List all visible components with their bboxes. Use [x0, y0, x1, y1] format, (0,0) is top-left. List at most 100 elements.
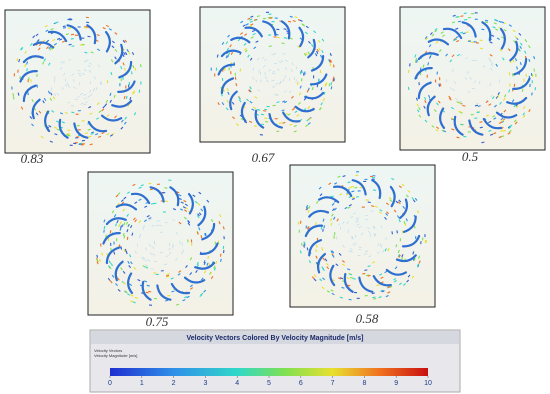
vector	[385, 212, 389, 216]
vector	[95, 133, 99, 136]
vector	[514, 35, 518, 39]
vector	[326, 266, 330, 270]
vector	[465, 76, 467, 81]
vector	[502, 129, 506, 133]
vector	[35, 112, 39, 116]
vector	[120, 119, 124, 123]
vector	[130, 300, 134, 303]
vector	[249, 100, 253, 104]
vector	[440, 31, 444, 34]
vector	[185, 264, 188, 269]
vector	[491, 34, 495, 37]
blade	[309, 73, 328, 86]
vector	[123, 51, 126, 56]
vector	[197, 213, 200, 217]
vector	[331, 292, 335, 296]
vector	[125, 250, 128, 255]
vector	[500, 21, 505, 24]
vector	[196, 215, 200, 219]
vector	[252, 67, 254, 71]
vector	[503, 97, 506, 101]
vector	[108, 28, 112, 31]
vector	[503, 109, 507, 113]
vector	[303, 244, 305, 248]
vector	[226, 99, 229, 103]
blade	[389, 185, 396, 208]
vector	[68, 43, 72, 46]
vector	[145, 291, 149, 294]
vector	[489, 59, 492, 63]
vector	[378, 211, 382, 215]
vector	[462, 32, 466, 35]
blade	[194, 261, 216, 270]
vector	[262, 17, 267, 20]
vector	[484, 21, 489, 24]
vector	[206, 262, 209, 266]
vector	[244, 47, 247, 51]
vector	[213, 265, 216, 269]
vector	[172, 219, 176, 222]
vector	[180, 201, 184, 204]
vector	[282, 78, 285, 82]
vector	[271, 79, 275, 82]
vector	[321, 247, 324, 251]
vector	[427, 62, 430, 66]
vector	[139, 233, 142, 237]
vector	[175, 303, 180, 306]
vector	[380, 289, 384, 292]
vector	[101, 131, 105, 135]
vector	[200, 235, 203, 239]
vector	[365, 250, 369, 253]
vector	[122, 233, 125, 237]
vector	[328, 182, 332, 186]
vector	[101, 108, 105, 112]
vector	[296, 114, 300, 117]
vector	[268, 68, 272, 72]
vector	[336, 218, 339, 222]
vector	[37, 47, 41, 51]
vector	[134, 67, 137, 71]
vector	[281, 109, 285, 112]
blade	[19, 69, 38, 83]
vector	[150, 202, 155, 205]
vector	[146, 214, 150, 218]
vector	[513, 104, 517, 108]
vector	[295, 66, 298, 70]
vector	[252, 32, 256, 36]
vector	[129, 224, 133, 229]
vector	[83, 60, 87, 63]
vector	[203, 261, 206, 265]
vector	[163, 263, 167, 266]
vector	[418, 260, 421, 264]
vector	[154, 241, 156, 245]
flow-panel: 0.67	[199, 6, 346, 165]
vector	[183, 199, 187, 203]
vector	[319, 278, 323, 282]
vector	[178, 221, 182, 225]
blade	[114, 260, 124, 282]
vector	[276, 101, 280, 104]
vector	[221, 102, 225, 106]
vector	[435, 126, 440, 130]
vector	[508, 89, 511, 93]
vector	[381, 290, 385, 293]
vector	[123, 196, 127, 200]
vector	[172, 208, 177, 211]
vector	[26, 68, 28, 72]
vector	[479, 121, 483, 123]
colorbar-tick-label: 4	[235, 380, 239, 387]
vector	[97, 64, 100, 68]
vector	[305, 124, 309, 128]
vector	[138, 220, 142, 224]
legend-line: Velocity Vectors	[94, 348, 122, 353]
vector	[50, 92, 53, 96]
vector	[111, 274, 115, 278]
vector	[451, 21, 456, 24]
legend-title: Velocity Vectors Colored By Velocity Mag…	[187, 335, 364, 342]
flow-panel: 0.83	[4, 9, 151, 166]
vector	[437, 100, 441, 104]
blade	[102, 231, 121, 245]
vector	[308, 260, 312, 264]
vector	[495, 63, 498, 67]
vector	[311, 276, 315, 280]
